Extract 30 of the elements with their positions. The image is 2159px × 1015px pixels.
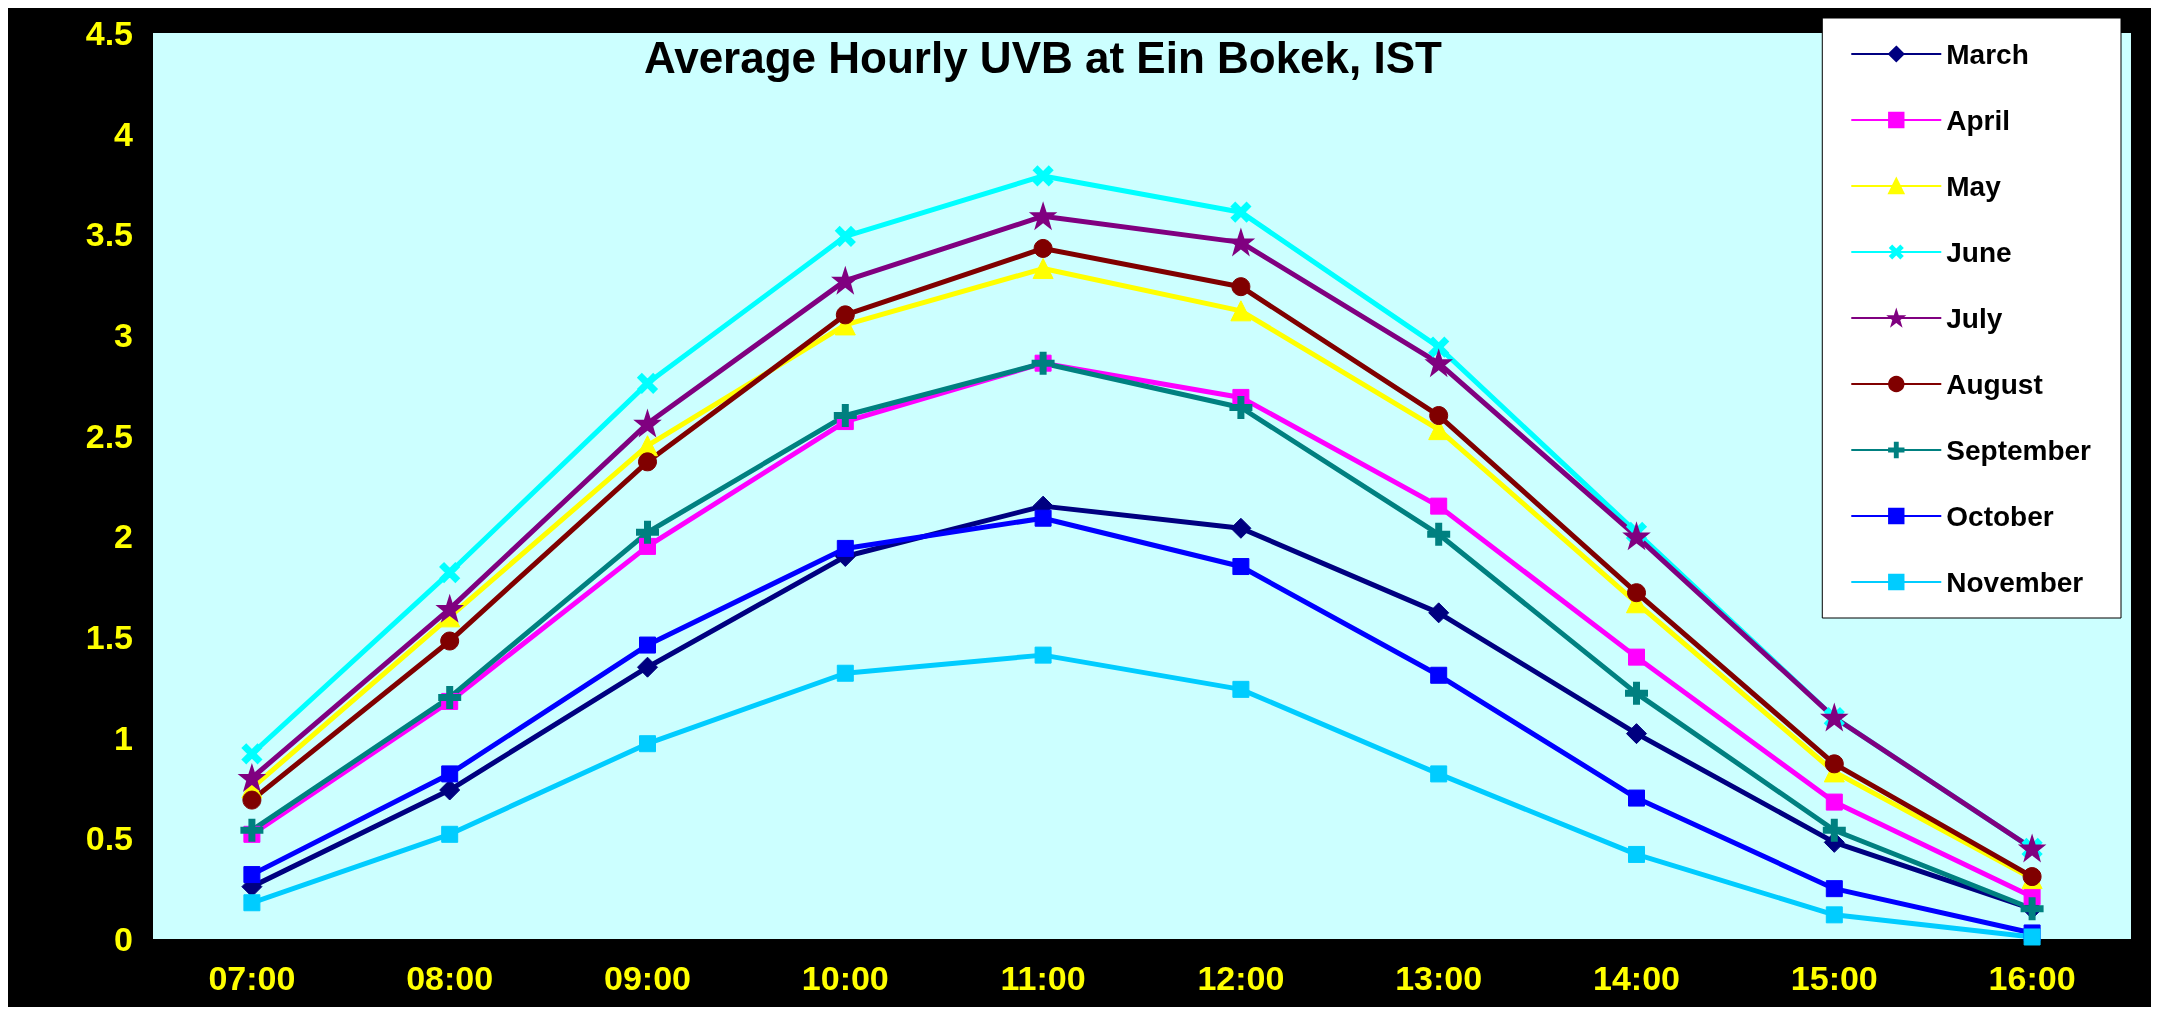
y-tick-label: 3.5: [85, 215, 133, 254]
legend-label: November: [1946, 566, 2084, 598]
legend-label: October: [1946, 500, 2054, 532]
x-tick-label: 12:00: [1197, 959, 1285, 997]
x-tick-label: 16:00: [1988, 959, 2076, 997]
y-tick-label: 1.5: [85, 618, 133, 656]
x-tick-label: 11:00: [1000, 959, 1086, 997]
y-tick-label: 4: [114, 114, 134, 153]
x-tick-label: 09:00: [604, 959, 691, 997]
y-tick-label: 4.5: [85, 14, 133, 52]
legend-label: July: [1946, 302, 2003, 334]
y-tick-label: 0: [114, 920, 133, 958]
y-tick-label: 1: [114, 718, 133, 757]
x-tick-label: 08:00: [406, 959, 494, 997]
legend-label: June: [1946, 236, 2012, 268]
legend-label: April: [1946, 104, 2011, 136]
y-tick-label: 0.5: [85, 819, 133, 858]
y-tick-label: 3: [114, 316, 133, 354]
legend-label: March: [1946, 38, 2029, 70]
x-tick-label: 15:00: [1790, 959, 1878, 997]
x-tick-label: 07:00: [208, 959, 296, 997]
legend-label: May: [1946, 170, 2002, 202]
x-tick-label: 13:00: [1395, 959, 1483, 997]
legend-label: September: [1946, 434, 2092, 466]
y-tick-label: 2: [114, 517, 133, 556]
legend-label: August: [1946, 368, 2043, 400]
y-tick-label: 2.5: [85, 416, 133, 455]
chart-title: Average Hourly UVB at Ein Bokek, IST: [644, 32, 1443, 82]
x-tick-label: 14:00: [1593, 959, 1680, 997]
x-tick-label: 10:00: [801, 959, 889, 997]
